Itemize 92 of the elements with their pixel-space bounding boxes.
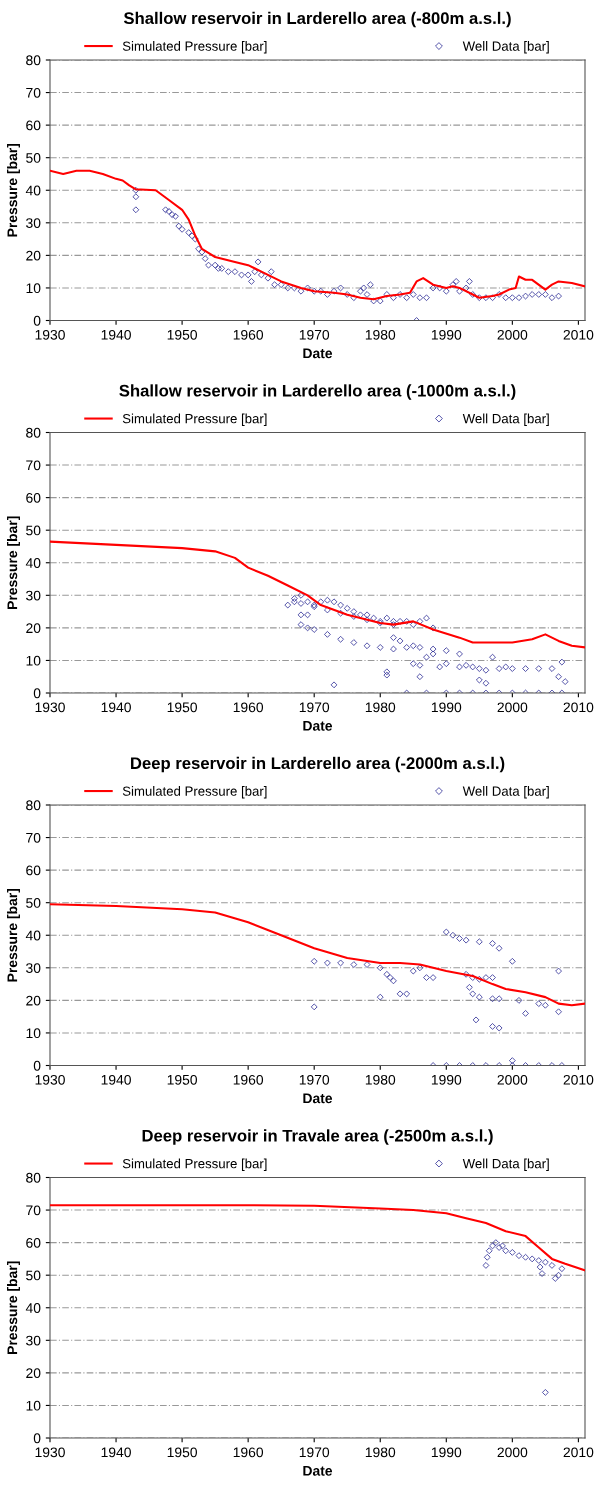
y-tick-label: 80 [26, 55, 41, 66]
y-tick-label: 20 [26, 995, 41, 1006]
x-tick-label: 1930 [35, 1447, 65, 1458]
legend-label: Simulated Pressure [bar] [122, 1158, 267, 1171]
y-tick-label: 10 [26, 655, 41, 666]
y-tick-label: 0 [33, 688, 41, 699]
x-tick-label: 1950 [167, 702, 198, 713]
legend-label: Simulated Pressure [bar] [122, 41, 267, 54]
y-tick-label: 70 [26, 832, 41, 843]
y-tick-label: 40 [25, 930, 41, 941]
y-tick-label: 30 [26, 963, 41, 973]
y-tick-label: 10 [26, 1400, 41, 1411]
x-tick-label: 1930 [35, 329, 65, 340]
x-tick-label: 1980 [365, 702, 396, 713]
y-tick-label: 80 [26, 1172, 41, 1183]
x-tick-label: 1990 [431, 1447, 462, 1458]
y-tick-label: 40 [25, 1303, 41, 1313]
x-tick-label: 2010 [563, 329, 594, 340]
y-tick-label: 40 [25, 558, 41, 568]
x-tick-label: 1980 [365, 1447, 396, 1458]
y-tick-label: 0 [33, 315, 41, 326]
y-tick-label: 30 [26, 590, 41, 601]
x-tick-label: 1940 [101, 1447, 131, 1458]
x-axis-title: Date [303, 1093, 333, 1104]
x-tick-label: 1960 [233, 1074, 264, 1085]
y-tick-label: 70 [26, 460, 41, 471]
x-tick-label: 1960 [233, 1447, 264, 1458]
x-tick-label: 1980 [365, 329, 396, 340]
legend-label: Well Data [bar] [462, 41, 549, 54]
legend-label: Simulated Pressure [bar] [122, 786, 267, 799]
legend-label: Well Data [bar] [462, 1158, 549, 1171]
y-tick-label: 70 [26, 87, 41, 98]
x-tick-label: 1970 [299, 1074, 330, 1085]
x-tick-label: 1970 [299, 702, 330, 713]
x-tick-label: 2010 [563, 1074, 594, 1085]
chart-title: Shallow reservoir in Larderello area (-800m a.s.l.) [123, 11, 511, 28]
y-axis-title: Pressure [bar] [7, 888, 20, 982]
y-tick-label: 60 [26, 1237, 41, 1248]
y-tick-label: 20 [26, 1368, 41, 1379]
x-tick-label: 1990 [431, 702, 462, 713]
y-tick-label: 50 [26, 153, 41, 163]
y-tick-label: 30 [26, 218, 41, 228]
x-tick-label: 1990 [431, 1074, 462, 1085]
y-tick-label: 50 [26, 1270, 41, 1281]
x-tick-label: 1990 [431, 329, 462, 340]
legend-label: Well Data [bar] [462, 413, 549, 426]
x-tick-label: 1940 [101, 1074, 131, 1085]
x-axis-title: Date [303, 348, 333, 359]
y-tick-label: 80 [26, 427, 41, 438]
x-tick-label: 1980 [365, 1074, 396, 1085]
chart-title: Shallow reservoir in Larderello area (-1000m a.s.l.) [119, 384, 516, 400]
y-axis-title: Pressure [bar] [7, 1261, 20, 1354]
x-axis-title: Date [303, 721, 333, 731]
x-axis-title: Date [303, 1466, 333, 1476]
x-tick-label: 1960 [233, 329, 264, 340]
legend-label: Simulated Pressure [bar] [122, 413, 267, 426]
legend-label: Well Data [bar] [462, 786, 549, 799]
y-tick-label: 50 [26, 525, 41, 536]
x-tick-label: 2000 [497, 702, 528, 713]
y-axis-title: Pressure [bar] [7, 143, 20, 237]
y-tick-label: 60 [26, 120, 41, 131]
y-tick-label: 0 [33, 1060, 41, 1071]
x-tick-label: 2010 [563, 702, 594, 713]
x-tick-label: 1950 [167, 329, 198, 340]
x-tick-label: 1970 [299, 1447, 330, 1458]
x-tick-label: 1960 [233, 702, 264, 713]
x-tick-label: 1950 [167, 1447, 198, 1458]
x-tick-label: 2000 [497, 1074, 528, 1085]
y-tick-label: 60 [26, 492, 41, 503]
x-tick-label: 1930 [35, 1074, 65, 1085]
x-tick-label: 1940 [101, 702, 131, 713]
x-tick-label: 1930 [35, 702, 65, 713]
y-axis-title: Pressure [bar] [7, 516, 20, 609]
x-tick-label: 1940 [101, 329, 131, 340]
y-tick-label: 20 [26, 250, 41, 261]
x-tick-label: 2000 [497, 329, 528, 340]
y-tick-label: 10 [26, 283, 41, 294]
x-tick-label: 2010 [563, 1447, 594, 1458]
y-tick-label: 20 [26, 623, 41, 634]
x-tick-label: 1970 [299, 329, 330, 340]
y-tick-label: 40 [25, 185, 41, 196]
y-tick-label: 0 [33, 1433, 41, 1444]
chart-title: Deep reservoir in Travale area (-2500m a.s.l.) [142, 1129, 493, 1145]
y-tick-label: 10 [26, 1028, 41, 1039]
x-tick-label: 1950 [167, 1074, 198, 1085]
x-tick-label: 2000 [497, 1447, 528, 1458]
y-tick-label: 60 [26, 865, 41, 876]
chart-title: Deep reservoir in Larderello area (-2000m a.s.l.) [131, 756, 505, 773]
y-tick-label: 80 [26, 800, 41, 811]
y-tick-label: 50 [26, 898, 41, 908]
y-tick-label: 30 [26, 1335, 41, 1346]
y-tick-label: 70 [26, 1205, 41, 1216]
